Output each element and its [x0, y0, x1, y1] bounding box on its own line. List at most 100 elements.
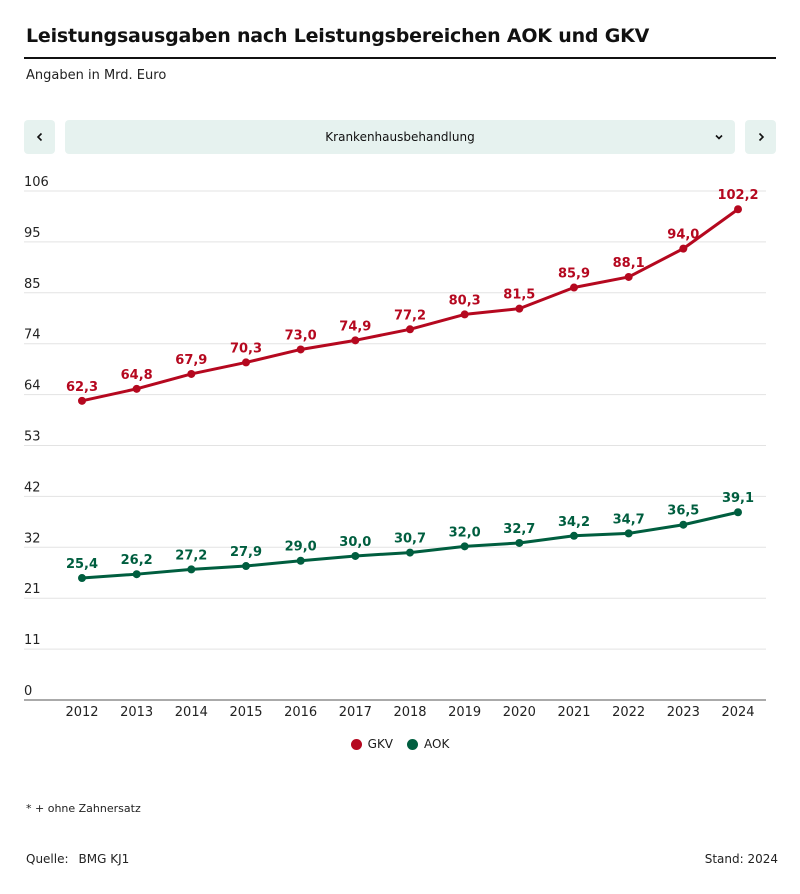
x-tick-label: 2017 [339, 705, 372, 720]
data-point-aok [132, 570, 141, 579]
y-tick-label: 106 [24, 175, 49, 190]
grid-layer [24, 190, 766, 650]
chevron-right-icon [758, 132, 764, 142]
data-label-gkv: 94,0 [667, 228, 699, 243]
data-label-gkv: 62,3 [66, 380, 98, 395]
stand-date: Stand: 2024 [704, 852, 778, 866]
y-tick-label: 11 [24, 633, 41, 648]
legend-label-aok: AOK [424, 737, 450, 751]
data-point-aok [624, 529, 633, 538]
footnote: * + ohne Zahnersatz [26, 802, 141, 815]
legend-label-gkv: GKV [367, 737, 394, 751]
x-tick-label: 2012 [65, 705, 98, 720]
data-label-gkv: 73,0 [285, 328, 317, 343]
data-point-aok [406, 548, 414, 557]
data-point-aok [460, 542, 469, 551]
series-line-gkv [81, 208, 739, 403]
y-tick-label: 95 [24, 226, 41, 241]
legend-dot-aok [407, 738, 419, 750]
data-point-gkv [515, 304, 524, 313]
y-tick-label: 21 [24, 582, 41, 597]
data-point-gkv [351, 336, 360, 345]
data-label-gkv: 67,9 [175, 353, 207, 368]
y-tick-label: 74 [24, 328, 41, 343]
data-point-gkv [187, 369, 196, 378]
data-point-gkv [242, 358, 250, 367]
x-tick-label: 2018 [393, 705, 426, 720]
data-point-gkv [624, 272, 633, 281]
next-category-button[interactable] [745, 120, 776, 154]
y-tick-label: 32 [24, 531, 41, 546]
data-label-gkv: 64,8 [121, 368, 153, 383]
data-point-aok [679, 520, 688, 529]
series-layer [78, 205, 742, 583]
data-label-gkv: 77,2 [394, 308, 426, 323]
data-label-gkv: 102,2 [717, 188, 758, 203]
data-label-aok: 30,7 [394, 532, 426, 547]
previous-category-button[interactable] [24, 120, 55, 154]
data-label-aok: 36,5 [667, 504, 699, 519]
data-point-aok [242, 562, 250, 571]
x-tick-label: 2013 [120, 705, 153, 720]
data-point-gkv [296, 345, 305, 354]
x-tick-label: 2015 [229, 705, 262, 720]
data-point-aok [296, 556, 305, 565]
chart-legend: GKV AOK [0, 737, 800, 751]
axis-layer: 0 11 21 32 42 53 64 74 85 95 106 2012 2013 2014 2015 20… [24, 175, 766, 720]
category-select[interactable]: Krankenhausbehandlung [65, 120, 735, 154]
y-tick-label: 85 [24, 277, 41, 292]
label-layer: 62,3 64,8 67,9 70,3 73,0 74,9 77,2 80,3 81,5 85,9… [66, 188, 759, 572]
data-point-gkv [78, 396, 86, 405]
data-label-aok: 39,1 [722, 491, 754, 506]
legend-dot-gkv [350, 738, 362, 750]
source-value: BMG KJ1 [78, 852, 130, 866]
x-tick-label: 2020 [503, 705, 536, 720]
data-label-gkv: 80,3 [449, 293, 481, 308]
x-tick-label: 2022 [612, 705, 645, 720]
data-label-aok: 32,7 [503, 522, 535, 537]
x-tick-label: 2024 [721, 705, 754, 720]
legend-item-gkv[interactable]: GKV [350, 737, 394, 751]
title-divider [24, 57, 776, 59]
data-point-aok [570, 531, 578, 540]
chart-subtitle: Angaben in Mrd. Euro [26, 68, 167, 83]
chevron-down-icon [715, 134, 723, 140]
data-label-gkv: 74,9 [339, 319, 371, 334]
selected-category: Krankenhausbehandlung [325, 130, 475, 144]
chart-title: Leistungsausgaben nach Leistungsbereiche… [26, 25, 650, 47]
legend-item-aok[interactable]: AOK [407, 737, 449, 751]
data-label-aok: 32,0 [449, 525, 481, 540]
data-label-aok: 27,2 [175, 548, 207, 563]
data-point-aok [734, 508, 742, 517]
data-label-aok: 26,2 [121, 553, 153, 568]
x-tick-label: 2021 [557, 705, 590, 720]
data-label-aok: 29,0 [285, 540, 317, 555]
data-label-aok: 34,2 [558, 515, 590, 530]
y-tick-label: 0 [24, 684, 32, 699]
data-point-aok [78, 574, 86, 583]
data-label-gkv: 88,1 [613, 256, 645, 271]
chevron-left-icon [36, 132, 42, 142]
data-point-aok [515, 538, 524, 547]
x-tick-label: 2016 [284, 705, 317, 720]
x-tick-label: 2019 [448, 705, 481, 720]
data-label-gkv: 70,3 [230, 341, 262, 356]
data-label-aok: 27,9 [230, 545, 262, 560]
data-point-gkv [570, 283, 578, 292]
source: Quelle: BMG KJ1 [26, 852, 129, 866]
y-tick-label: 42 [24, 480, 41, 495]
data-label-aok: 25,4 [66, 557, 98, 572]
y-tick-label: 53 [24, 430, 41, 445]
x-tick-label: 2023 [667, 705, 700, 720]
x-tick-label: 2014 [175, 705, 208, 720]
data-point-aok [187, 565, 196, 574]
data-label-aok: 34,7 [613, 512, 645, 527]
data-point-aok [351, 551, 360, 560]
data-label-gkv: 81,5 [503, 288, 535, 303]
data-point-gkv [406, 325, 414, 334]
source-label: Quelle: [26, 852, 69, 866]
y-tick-label: 64 [24, 379, 41, 394]
data-point-gkv [734, 205, 742, 214]
line-chart: 0 11 21 32 42 53 64 74 85 95 106 2012 2013 2014 2015 20… [24, 175, 766, 720]
data-label-aok: 30,0 [339, 535, 371, 550]
